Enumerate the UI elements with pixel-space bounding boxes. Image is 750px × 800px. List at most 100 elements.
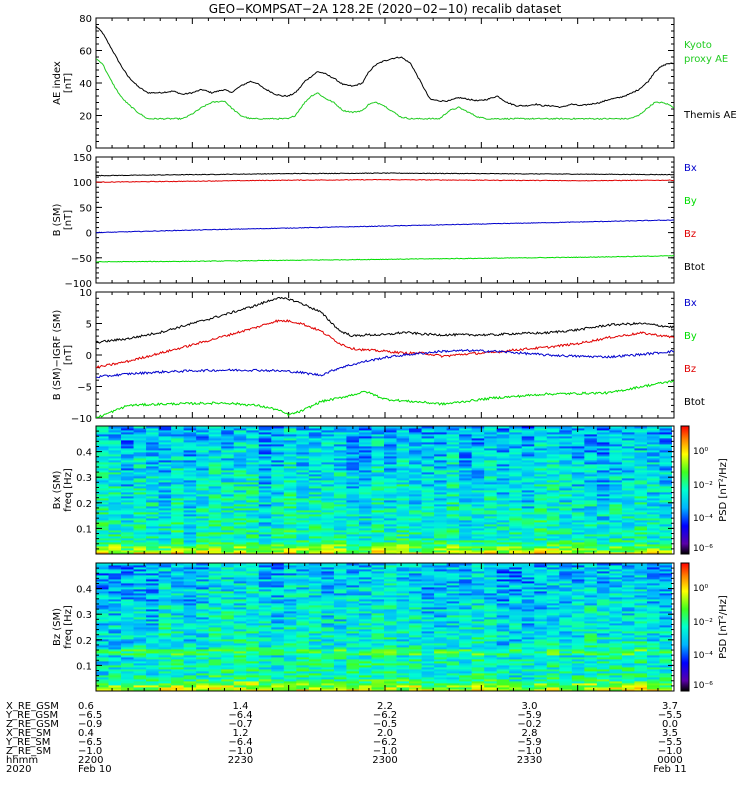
bxspec-cell	[171, 460, 185, 463]
bxspec-cell	[171, 472, 185, 475]
bxspec-cell	[333, 502, 347, 505]
bxspec-cell	[621, 532, 635, 535]
bzspec-cell	[221, 683, 235, 686]
bxspec-cell	[384, 546, 397, 549]
bzspec-cell	[221, 623, 235, 626]
bxspec-cell	[171, 474, 185, 477]
bxspec-cell	[333, 426, 347, 429]
bzspec-cell	[233, 673, 247, 676]
bzspec-cell	[321, 633, 335, 636]
bzspec-cell	[133, 599, 147, 602]
bxspec-cell	[371, 450, 385, 453]
bxspec-cell	[308, 502, 322, 505]
bxspec-cell	[659, 544, 673, 547]
bxspec-cell	[333, 528, 347, 531]
bxspec-cell	[96, 534, 109, 537]
bxspec-cell	[321, 552, 335, 555]
bxspec-cell	[559, 500, 573, 503]
bxspec-cell	[121, 470, 134, 473]
bxspec-cell	[183, 468, 197, 471]
bxspec-cell	[446, 538, 460, 541]
bxspec-cell	[346, 498, 360, 501]
bxspec-cell	[471, 540, 485, 543]
bxspec-cell	[521, 478, 535, 481]
bxspec-cell	[459, 430, 473, 433]
bzspec-cell	[258, 673, 272, 676]
bzspec-cell	[333, 647, 347, 650]
bxspec-cell	[471, 552, 485, 555]
bzspec-cell	[96, 643, 109, 646]
bxspec-cell	[434, 528, 448, 531]
bxspec-cell	[333, 456, 347, 459]
bzspec-cell	[146, 613, 160, 616]
bzspec-cell	[171, 685, 185, 688]
bzspec-cell	[121, 597, 134, 600]
bxspec-cell	[196, 490, 210, 493]
bxspec-cell	[121, 456, 134, 459]
bxspec-cell	[484, 528, 498, 531]
bxspec-cell	[108, 448, 122, 451]
bxspec-cell	[409, 490, 422, 493]
bxspec-cell	[133, 494, 147, 497]
bxspec-cell	[333, 550, 347, 553]
bzspec-cell	[258, 651, 272, 654]
bxspec-cell	[509, 462, 523, 465]
bzspec-cell	[296, 663, 310, 666]
bxspec-cell	[196, 520, 210, 523]
bxspec-cell	[283, 550, 297, 553]
bxspec-cell	[584, 476, 598, 479]
bzspec-cell	[321, 577, 335, 580]
bzspec-cell	[196, 591, 210, 594]
bxspec-ytick-label-1: 0.2	[76, 499, 92, 510]
bzspec-cell	[171, 657, 185, 660]
bzspec-cell	[371, 581, 385, 584]
bxspec-cell	[158, 552, 172, 555]
bxspec-cell	[371, 484, 385, 487]
bxspec-cell	[371, 426, 385, 429]
bxspec-cell	[183, 476, 197, 479]
bxspec-cell	[596, 494, 610, 497]
bzspec-cell	[108, 583, 122, 586]
bzspec-cell	[283, 589, 297, 592]
bxspec-cell	[358, 542, 372, 545]
bxspec-cell	[571, 466, 585, 469]
bzspec-cell	[133, 563, 147, 566]
bzspec-cell	[183, 679, 197, 682]
bzspec-cell	[183, 673, 197, 676]
bxspec-cell	[384, 500, 397, 503]
bxspec-cell	[133, 550, 147, 553]
bxspec-cell	[384, 446, 397, 449]
bxspec-cell	[621, 464, 635, 467]
bzspec-cell	[171, 683, 185, 686]
bxspec-cell	[333, 516, 347, 519]
bxspec-cell	[221, 500, 235, 503]
bxspec-cell	[196, 444, 210, 447]
bxspec-cell	[321, 530, 335, 533]
bxspec-cell	[371, 436, 385, 439]
bzspec-cell	[246, 681, 260, 684]
bxspec-cell	[108, 450, 122, 453]
bxspec-cell	[471, 464, 485, 467]
bxspec-cell	[271, 454, 285, 457]
bxspec-cell	[446, 442, 460, 445]
bzspec-cell	[271, 579, 285, 582]
bzspec-cell	[333, 619, 347, 622]
bxspec-cell	[384, 544, 397, 547]
bxspec-cell	[646, 486, 660, 489]
bzspec-cell	[121, 663, 134, 666]
bzspec-cell	[183, 635, 197, 638]
bxspec-cell	[546, 512, 560, 515]
bxspec-cell	[434, 524, 448, 527]
bzspec-cell	[271, 567, 285, 570]
bxspec-cell	[96, 450, 109, 453]
bxspec-cell	[233, 542, 247, 545]
bzspec-cell	[233, 633, 247, 636]
bxspec-cell	[233, 532, 247, 535]
bxspec-cell	[596, 486, 610, 489]
bxspec-cell	[471, 516, 485, 519]
bxspec-cell	[584, 490, 598, 493]
bxspec-cell	[246, 476, 260, 479]
bzspec-cell	[333, 569, 347, 572]
bxspec-cell	[609, 518, 623, 521]
bxspec-cell	[459, 538, 473, 541]
